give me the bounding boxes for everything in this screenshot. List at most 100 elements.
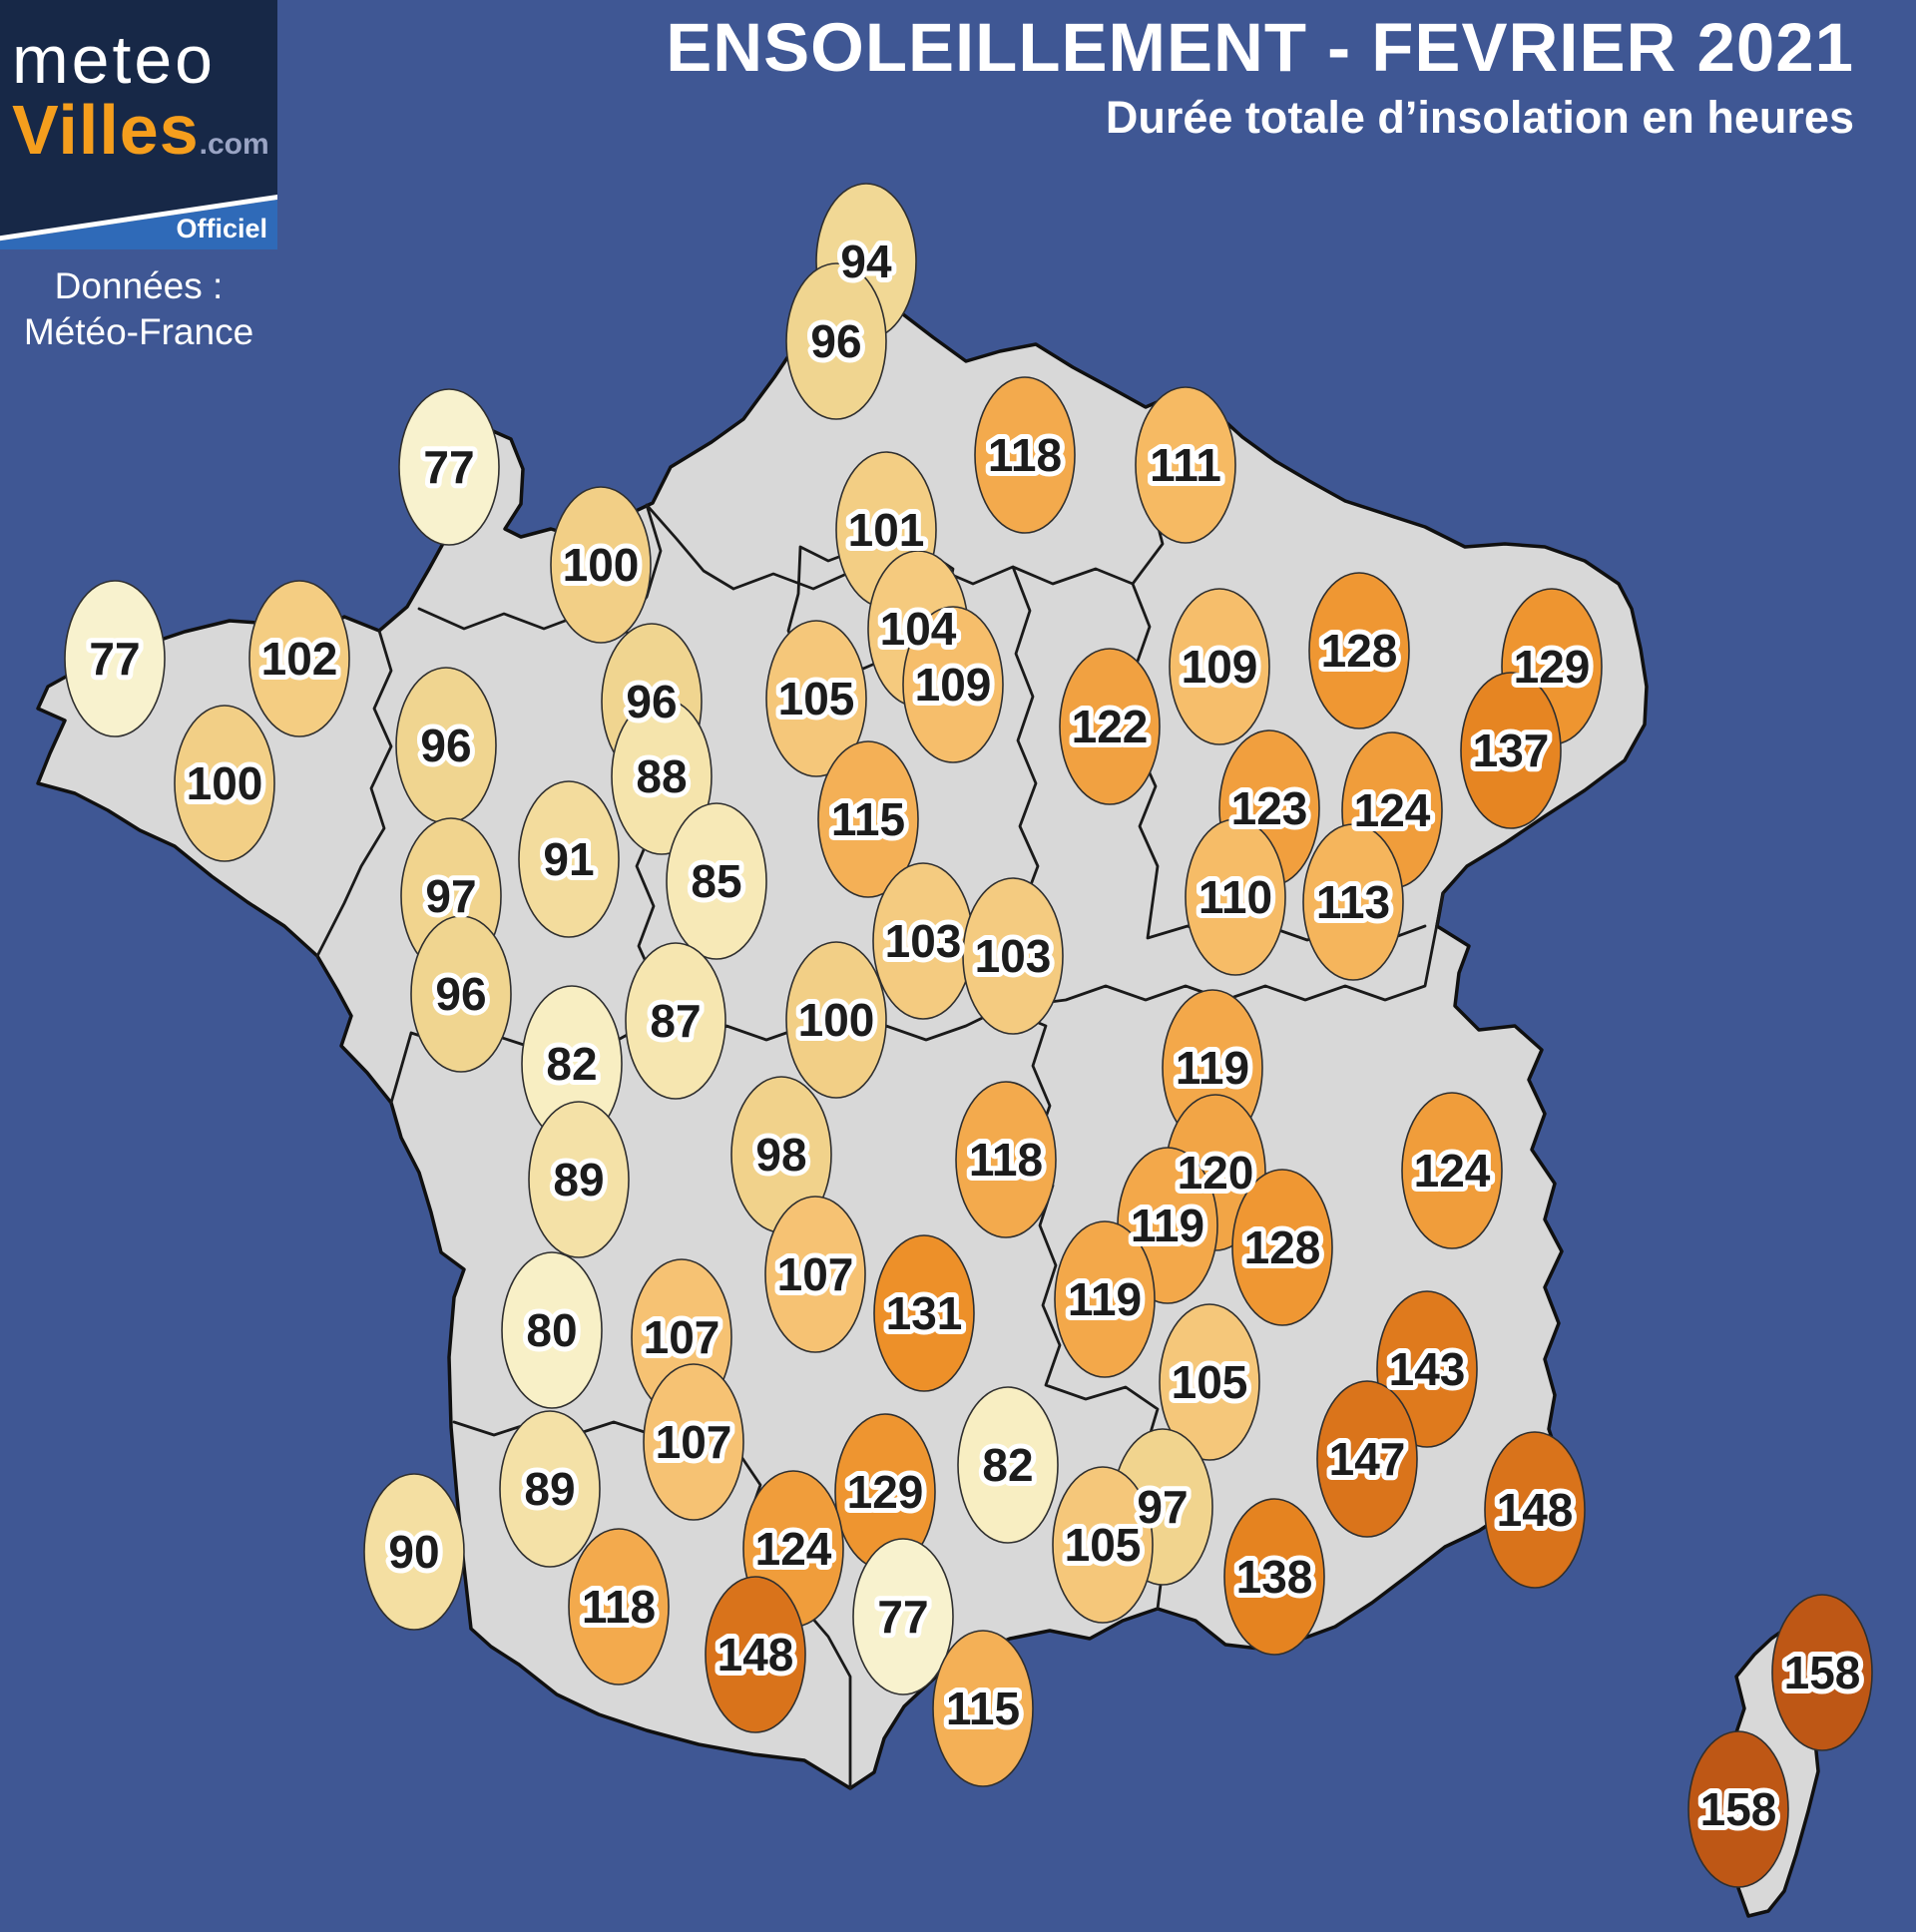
brand-villes: Villes [12,91,200,169]
sunshine-value-label: 115 [831,793,905,845]
data-source: Données : Météo-France [0,263,277,356]
sunshine-value-label: 128 [1321,625,1398,677]
sunshine-value-label: 138 [1236,1551,1313,1603]
sunshine-bubble [1159,1303,1260,1461]
sunshine-value-label: 96 [420,720,471,771]
sunshine-value-label: 77 [423,441,474,493]
sunshine-value-label: 128 [1244,1221,1321,1273]
sunshine-value-label: 97 [1137,1481,1188,1533]
sunshine-bubble [611,698,713,855]
sunshine-bubble [568,1528,670,1686]
sunshine-bubble [785,941,887,1099]
brand-tld: .com [199,128,269,161]
sunshine-bubble [1054,1220,1156,1378]
sunshine-value-label: 158 [1700,1783,1777,1835]
sunshine-value-label: 105 [1172,1356,1248,1408]
data-source-label: Données : [54,265,224,306]
sunshine-value-label: 148 [1497,1484,1574,1536]
meteovilles-logo: meteo Villes.com Officiel Données : Mété… [0,0,277,356]
sunshine-value-label: 105 [778,673,855,724]
sunshine-bubble [363,1473,465,1631]
sunshine-bubble [1185,818,1286,976]
sunshine-bubble [1231,1169,1333,1326]
sunshine-value-label: 158 [1784,1647,1861,1698]
brand-meteo: meteo [12,22,216,98]
sunshine-value-label: 96 [435,968,486,1020]
sunshine-bubble [1460,672,1562,829]
sunshine-value-label: 103 [885,915,962,967]
sunshine-value-label: 118 [969,1134,1043,1186]
sunshine-value-label: 102 [261,633,338,685]
sunshine-value-label: 82 [546,1038,597,1090]
sunshine-value-label: 122 [1072,701,1149,752]
sunshine-value-label: 96 [810,315,861,367]
sunshine-value-label: 109 [915,659,992,711]
sunshine-value-label: 101 [848,504,925,556]
logo-box: meteo Villes.com Officiel [0,0,277,249]
sunshine-value-label: 118 [988,429,1062,481]
sunshine-value-label: 89 [524,1463,575,1515]
sunshine-value-label: 147 [1329,1433,1406,1485]
sunshine-bubble [955,1081,1057,1238]
sunshine-bubble [902,606,1004,763]
sunshine-bubble [499,1410,601,1568]
sunshine-bubble [932,1630,1034,1787]
sunshine-bubble [410,915,512,1073]
sunshine-bubble [1169,588,1270,745]
sunshine-value-label: 124 [1414,1145,1491,1197]
sunshine-bubble [817,740,919,898]
sunshine-value-label: 143 [1389,1343,1466,1395]
sunshine-value-label: 129 [1514,641,1591,693]
sunshine-value-label: 148 [718,1629,794,1681]
sunshine-bubble [1059,648,1161,805]
sunshine-bubble [785,262,887,420]
sunshine-bubble [666,802,767,960]
sunshine-value-label: 110 [1198,871,1272,923]
sunshine-value-label: 137 [1473,724,1550,776]
sunshine-value-label: 120 [1178,1147,1254,1199]
sunshine-value-label: 80 [526,1304,577,1356]
sunshine-value-label: 119 [1176,1042,1249,1094]
sunshine-bubble [1401,1092,1503,1249]
map-header: ENSOLEILLEMENT - FEVRIER 2021 Durée tota… [666,11,1854,142]
sunshine-value-label: 100 [798,994,875,1046]
sunshine-bubble [705,1576,806,1733]
sunshine-value-label: 97 [425,870,476,922]
sunshine-value-label: 111 [1150,439,1221,491]
sunshine-bubble [550,486,652,644]
sunshine-value-label: 77 [89,633,140,685]
sunshine-value-label: 100 [187,757,263,809]
sunshine-value-label: 107 [656,1416,732,1468]
sunshine-value-label: 87 [650,995,701,1047]
sunshine-value-label: 131 [886,1287,963,1339]
sunshine-bubble [625,942,726,1100]
sunshine-bubble [962,877,1064,1035]
sunshine-value-label: 88 [636,750,687,802]
sunshine-value-label: 98 [755,1129,806,1181]
sunshine-value-label: 109 [1182,641,1258,693]
sunshine-bubble [974,376,1076,534]
sunshine-bubble [174,705,275,862]
sunshine-value-label: 100 [563,539,640,591]
sunshine-bubble [501,1251,603,1409]
sunshine-bubble [1308,572,1410,729]
sunshine-value-label: 85 [691,855,741,907]
brand-wordmark: meteo Villes.com [12,26,269,168]
sunshine-value-label: 119 [1068,1273,1142,1325]
sunshine-bubble [528,1101,630,1258]
sunshine-bubble [1316,1380,1418,1538]
sunshine-value-label: 129 [847,1466,924,1518]
sunshine-bubble [765,620,867,777]
sunshine-bubble [64,580,166,737]
sunshine-value-label: 104 [880,603,957,655]
sunshine-bubble [643,1363,744,1521]
sunshine-bubble [1135,386,1236,544]
sunshine-bubble [518,780,620,938]
sunshine-bubble [873,1234,975,1392]
sunshine-bubble [1771,1594,1873,1751]
sunshine-bubble [1302,823,1404,981]
sunshine-value-label: 90 [388,1526,439,1578]
sunshine-value-label: 107 [644,1311,720,1363]
